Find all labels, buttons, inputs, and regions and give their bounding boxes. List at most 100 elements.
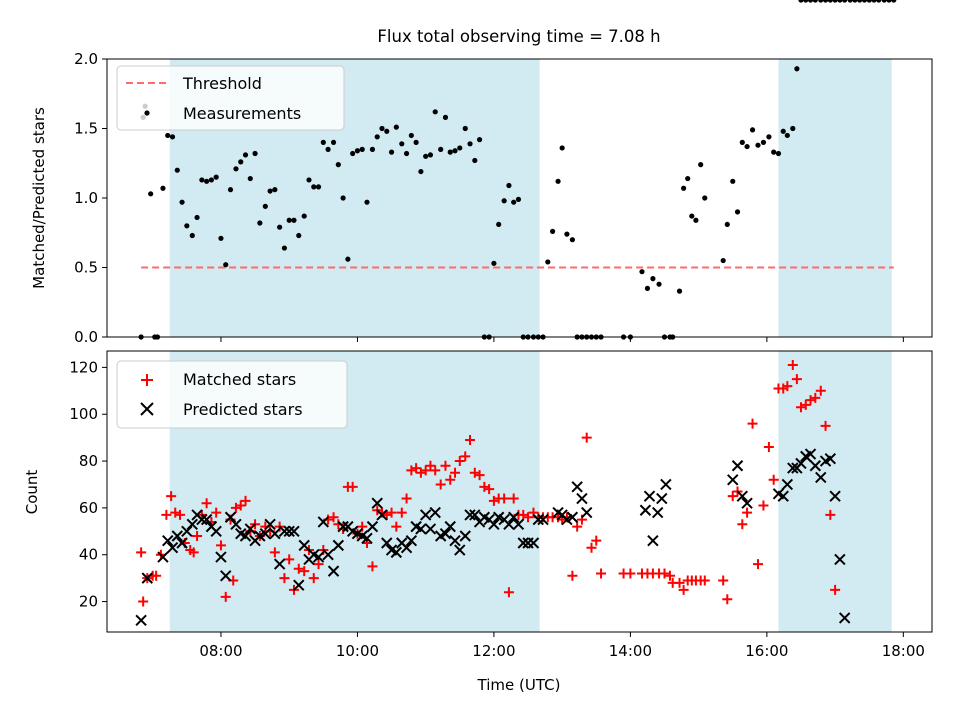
measurement-point bbox=[301, 213, 307, 219]
predicted-star-point bbox=[809, 460, 822, 472]
measurement-point bbox=[330, 139, 337, 145]
matched-star-point bbox=[503, 587, 514, 598]
matched-star-point bbox=[411, 463, 422, 474]
matched-star-point bbox=[465, 434, 476, 445]
matched-star-point bbox=[591, 535, 602, 546]
predicted-star-point bbox=[361, 532, 373, 545]
predicted-star-point bbox=[741, 497, 753, 509]
measurement-point bbox=[384, 128, 390, 134]
measurement-point bbox=[169, 134, 176, 140]
measurement-point bbox=[730, 178, 736, 184]
predicted-star-point bbox=[838, 612, 851, 624]
measurement-point bbox=[847, 0, 853, 3]
matched-star-point bbox=[161, 509, 172, 520]
matched-star-point bbox=[367, 561, 378, 572]
predicted-star-point bbox=[781, 478, 794, 491]
measurement-point bbox=[311, 184, 317, 190]
measurements-points bbox=[138, 0, 897, 340]
predicted-star-point bbox=[381, 537, 393, 549]
measurement-point bbox=[233, 166, 239, 172]
measurement-point bbox=[842, 0, 848, 3]
measurement-point bbox=[803, 0, 809, 3]
measurement-point bbox=[438, 146, 444, 152]
predicted-star-point bbox=[293, 579, 305, 591]
x-tick-label: 16:00 bbox=[745, 642, 788, 660]
predicted-star-point bbox=[390, 546, 403, 559]
predicted-star-point bbox=[327, 565, 340, 577]
matched-star-point bbox=[420, 465, 431, 476]
predicted-star-point bbox=[454, 544, 466, 556]
predicted-star-point bbox=[571, 481, 583, 493]
measurement-point bbox=[812, 0, 818, 3]
matched-star-point bbox=[727, 491, 738, 502]
measurement-point bbox=[218, 235, 224, 241]
predicted-star-point bbox=[643, 490, 656, 502]
matched-star-point bbox=[201, 498, 212, 509]
matched-star-point bbox=[440, 460, 451, 471]
predicted-star-point bbox=[239, 530, 252, 542]
measurement-point bbox=[174, 167, 180, 173]
x-tick-label: 08:00 bbox=[199, 642, 242, 660]
predicted-star-point bbox=[512, 518, 525, 530]
measurement-point bbox=[315, 184, 322, 190]
predicted-star-point bbox=[371, 497, 383, 509]
predicted-star-point bbox=[298, 539, 310, 552]
matched-star-point bbox=[674, 577, 685, 588]
matched-star-point bbox=[138, 596, 149, 607]
matched-star-point bbox=[787, 360, 798, 371]
matched-star-point bbox=[435, 479, 446, 490]
y-tick-label: 0.0 bbox=[74, 328, 98, 346]
predicted-star-point bbox=[834, 553, 846, 566]
measurement-point bbox=[515, 196, 522, 202]
matched-star-point bbox=[211, 507, 222, 518]
measurement-point bbox=[794, 66, 800, 72]
measurement-point bbox=[702, 195, 708, 201]
predicted-star-point bbox=[727, 474, 739, 486]
matched-star-point bbox=[386, 507, 397, 518]
matched-star-point bbox=[166, 491, 177, 502]
measurement-point bbox=[857, 0, 863, 3]
predicted-star-point bbox=[415, 523, 427, 535]
measurement-point bbox=[780, 128, 786, 134]
predicted-star-point bbox=[824, 453, 837, 465]
measurement-point bbox=[296, 232, 302, 239]
measurement-point bbox=[881, 0, 887, 3]
measurement-point bbox=[681, 185, 687, 191]
measurement-point bbox=[427, 152, 434, 158]
bottom-axes-frame bbox=[106, 350, 933, 633]
legend-predicted-marker bbox=[140, 402, 154, 416]
predicted-star-point bbox=[405, 534, 418, 547]
matched-star-point bbox=[136, 547, 147, 558]
matched-star-point bbox=[722, 594, 733, 605]
predicted-star-point bbox=[366, 520, 379, 533]
y-tick-label: 60 bbox=[79, 499, 98, 517]
matched-star-point bbox=[815, 385, 826, 396]
measurement-point bbox=[364, 199, 370, 205]
predicted-star-point bbox=[503, 518, 515, 530]
predicted-star-point bbox=[829, 490, 841, 502]
top-y-axis-label: Matched/Predicted stars bbox=[30, 107, 48, 289]
legend-threshold-label: Threshold bbox=[182, 74, 262, 93]
measurement-point bbox=[247, 175, 253, 182]
matched-star-point bbox=[215, 540, 226, 551]
measurement-point bbox=[698, 162, 704, 168]
measurement-point bbox=[418, 168, 424, 175]
predicted-star-point bbox=[264, 518, 276, 530]
matched-star-point bbox=[737, 519, 748, 530]
legend-matched-marker bbox=[141, 374, 153, 386]
measurement-point bbox=[832, 0, 838, 3]
measurement-point bbox=[693, 217, 699, 223]
measurement-point bbox=[286, 217, 292, 223]
predicted-star-point bbox=[317, 516, 330, 528]
measurement-point bbox=[771, 149, 777, 155]
predicted-star-point bbox=[283, 525, 295, 538]
measurement-point bbox=[223, 262, 229, 268]
top-shaded-intervals bbox=[169, 59, 892, 337]
matched-star-point bbox=[450, 467, 461, 478]
matched-star-point bbox=[484, 484, 495, 495]
matched-star-point bbox=[810, 392, 821, 403]
measurement-point bbox=[306, 177, 312, 183]
matched-star-point bbox=[567, 570, 578, 581]
measurement-point bbox=[452, 148, 458, 154]
predicted-star-point bbox=[469, 509, 481, 521]
